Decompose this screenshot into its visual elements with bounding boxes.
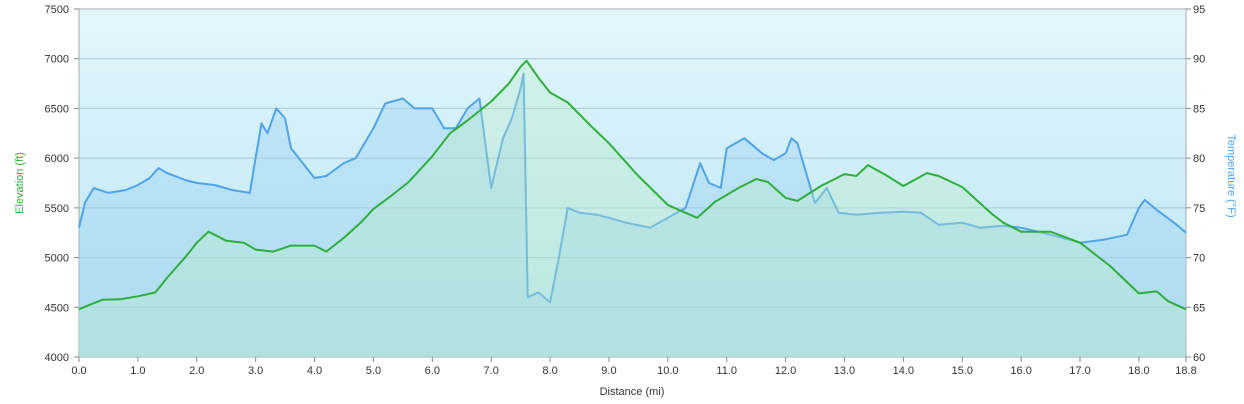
series-area (79, 73, 1186, 357)
left-tick-label: 6000 (45, 153, 69, 165)
series-line (78, 59, 1187, 311)
x-tick-label: 4.0 (307, 365, 322, 377)
x-tick-label: 18.0 (1128, 365, 1149, 377)
x-tick-label: 15.0 (952, 365, 973, 377)
axes: 4000 4500 5000 5500 6000 6500 7000 7500 60 65 70 75… (45, 4, 1206, 377)
plot-background (78, 8, 1187, 358)
x-tick-label: 16.0 (1010, 365, 1031, 377)
x-tick-label: 1.0 (130, 365, 145, 377)
x-tick-label: 8.0 (542, 365, 557, 377)
left-tick-label: 4500 (45, 302, 69, 314)
left-tick-label: 7500 (45, 4, 69, 16)
temperature-series (78, 72, 1187, 357)
x-tick-label: 7.0 (484, 365, 499, 377)
right-tick-label: 70 (1193, 253, 1205, 265)
x-tick-label: 10.0 (657, 365, 678, 377)
x-tick-label: 17.0 (1069, 365, 1090, 377)
right-tick-label: 85 (1193, 103, 1205, 115)
x-tick-label: 6.0 (425, 365, 440, 377)
x-tick-label: 3.0 (248, 365, 263, 377)
right-tick-label: 75 (1193, 203, 1205, 215)
right-tick-label: 60 (1193, 352, 1205, 364)
grid-lines (79, 58, 1186, 308)
elevation-series (78, 59, 1187, 357)
left-axis-title: Elevation (ft) (14, 152, 26, 214)
x-axis-title: Distance (mi) (600, 386, 665, 398)
x-tick-label: 2.0 (189, 365, 204, 377)
left-tick-label: 4000 (45, 352, 69, 364)
series-line (78, 72, 1187, 304)
x-tick-label: 5.0 (366, 365, 381, 377)
right-tick-label: 90 (1193, 54, 1205, 66)
x-tick-label: 0.0 (71, 365, 86, 377)
x-tick-label: 14.0 (893, 365, 914, 377)
right-tick-label: 65 (1193, 302, 1205, 314)
left-tick-label: 5500 (45, 203, 69, 215)
x-tick-label: 12.0 (775, 365, 796, 377)
left-tick-label: 6500 (45, 103, 69, 115)
right-axis-title: Temperature (°F) (1225, 134, 1237, 217)
x-tick-label: 11.0 (716, 365, 737, 377)
right-tick-label: 80 (1193, 153, 1205, 165)
right-tick-label: 95 (1193, 4, 1205, 16)
x-tick-label: 13.0 (834, 365, 855, 377)
left-tick-label: 5000 (45, 253, 69, 265)
x-tick-label: 9.0 (601, 365, 616, 377)
series-area (79, 60, 1186, 357)
x-tick-label: 18.8 (1175, 365, 1196, 377)
left-tick-label: 7000 (45, 54, 69, 66)
